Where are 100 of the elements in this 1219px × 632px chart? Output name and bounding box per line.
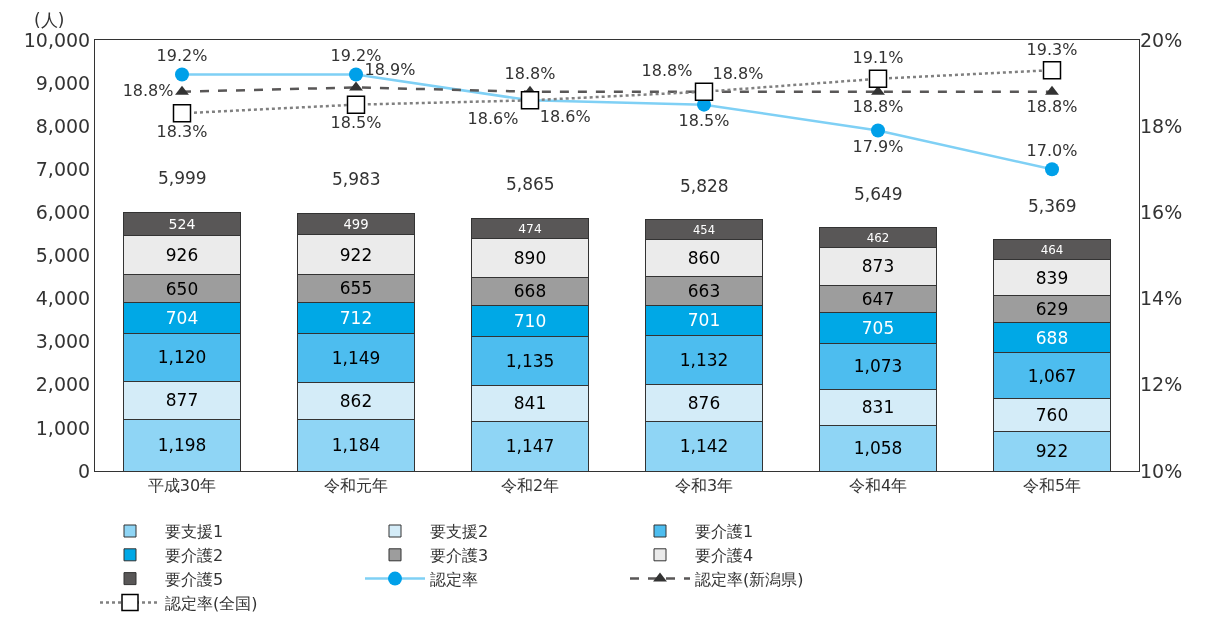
x-tick-label: 令和3年 <box>674 476 734 496</box>
data-label: 1,067 <box>1027 365 1077 386</box>
y2-tick-label: 12% <box>1140 373 1183 396</box>
data-label: 668 <box>513 281 547 302</box>
x-tick-label: 平成30年 <box>147 476 217 496</box>
data-label: 1,184 <box>331 435 381 456</box>
y-tick-label: 6,000 <box>35 201 91 224</box>
data-label: 710 <box>513 311 547 332</box>
y-tick-label: 0 <box>78 459 91 482</box>
y-tick-label: 10,000 <box>23 28 91 51</box>
data-label: 839 <box>1035 267 1069 288</box>
data-label: 831 <box>861 397 895 418</box>
y2-tick-label: 20% <box>1140 28 1183 51</box>
data-label: 1,198 <box>157 435 207 456</box>
data-label: 701 <box>687 310 721 331</box>
point <box>1045 162 1059 177</box>
data-label: 1,147 <box>505 436 555 457</box>
data-label: 760 <box>1035 404 1069 425</box>
point <box>175 67 189 82</box>
y-tick-label: 5,000 <box>35 244 91 267</box>
x-tick-label: 令和元年 <box>324 476 388 496</box>
x-tick-label: 令和5年 <box>1022 476 1082 496</box>
x-tick-label: 令和2年 <box>500 476 560 496</box>
legend-label: 認定率(新潟県) <box>695 569 804 589</box>
data-label: 704 <box>165 308 199 329</box>
data-label: 1,135 <box>505 350 555 371</box>
data-label: 18.5% <box>330 113 382 133</box>
data-label: 524 <box>168 215 196 232</box>
point <box>1045 85 1059 95</box>
data-label: 18.8% <box>712 64 764 84</box>
data-label: 19.1% <box>852 48 904 68</box>
total-label: 5,828 <box>680 176 729 196</box>
data-label: 860 <box>687 247 721 268</box>
point <box>349 81 363 91</box>
data-label: 18.8% <box>1026 97 1078 117</box>
data-label: 663 <box>687 280 721 301</box>
data-label: 18.3% <box>156 121 208 141</box>
data-label: 922 <box>339 244 373 265</box>
point <box>871 123 885 138</box>
data-label: 877 <box>165 390 199 411</box>
y-tick-label: 1,000 <box>35 416 91 439</box>
data-label: 17.0% <box>1026 140 1078 160</box>
data-label: 462 <box>866 230 890 245</box>
y-tick-label: 7,000 <box>35 157 91 180</box>
y-tick-label: 9,000 <box>35 71 91 94</box>
y2-tick-label: 14% <box>1140 287 1183 310</box>
legend-label: 要介護1 <box>695 522 754 542</box>
data-label: 926 <box>165 244 199 265</box>
legend-label: 要支援2 <box>430 522 489 542</box>
data-label: 862 <box>339 391 373 412</box>
data-label: 1,132 <box>679 349 729 370</box>
y-tick-label: 3,000 <box>35 330 91 353</box>
point <box>175 85 189 95</box>
y2-tick-label: 16% <box>1140 201 1183 224</box>
data-label: 655 <box>339 278 373 299</box>
y-tick-label: 8,000 <box>35 114 91 137</box>
total-label: 5,865 <box>506 174 555 194</box>
y-tick-label: 2,000 <box>35 373 91 396</box>
x-tick-label: 令和4年 <box>848 476 908 496</box>
data-label: 18.8% <box>852 97 904 117</box>
data-label: 18.8% <box>504 64 556 84</box>
data-label: 19.2% <box>156 45 208 65</box>
data-label: 18.8% <box>641 61 693 81</box>
data-label: 922 <box>1035 441 1069 462</box>
legend-label: 要介護2 <box>165 546 224 566</box>
data-label: 18.6% <box>539 107 591 127</box>
data-label: 1,120 <box>157 347 207 368</box>
data-label: 18.8% <box>122 80 174 100</box>
data-label: 841 <box>513 393 547 414</box>
data-label: 1,073 <box>853 356 903 377</box>
data-label: 454 <box>693 222 715 237</box>
point <box>349 67 363 82</box>
data-label: 688 <box>1035 327 1069 348</box>
legend-label: 認定率 <box>430 569 478 589</box>
data-label: 705 <box>861 318 895 339</box>
legend-label: 要介護4 <box>695 546 754 566</box>
legend-label: 要介護5 <box>165 569 224 589</box>
total-label: 5,999 <box>158 168 207 188</box>
total-label: 5,983 <box>332 169 381 189</box>
legend-label: 要支援1 <box>165 522 224 542</box>
data-label: 18.6% <box>467 108 519 128</box>
legend-label: 要介護3 <box>430 546 489 566</box>
data-label: 464 <box>1040 242 1064 257</box>
data-label: 17.9% <box>852 137 904 157</box>
data-label: 876 <box>687 392 721 413</box>
data-label: 712 <box>339 307 373 328</box>
legend-label: 認定率(全国) <box>165 593 258 613</box>
data-label: 18.5% <box>678 111 730 131</box>
data-label: 650 <box>165 278 199 299</box>
data-label: 1,142 <box>679 436 729 457</box>
y2-tick-label: 18% <box>1140 114 1183 137</box>
y-axis-title: (人) <box>34 10 65 30</box>
data-label: 474 <box>518 221 542 236</box>
data-label: 647 <box>861 289 895 310</box>
total-label: 5,369 <box>1028 196 1077 216</box>
data-label: 1,149 <box>331 348 381 369</box>
data-label: 499 <box>343 216 369 232</box>
data-label: 629 <box>1035 299 1069 320</box>
y2-tick-label: 10% <box>1140 459 1183 482</box>
y-tick-label: 4,000 <box>35 287 91 310</box>
